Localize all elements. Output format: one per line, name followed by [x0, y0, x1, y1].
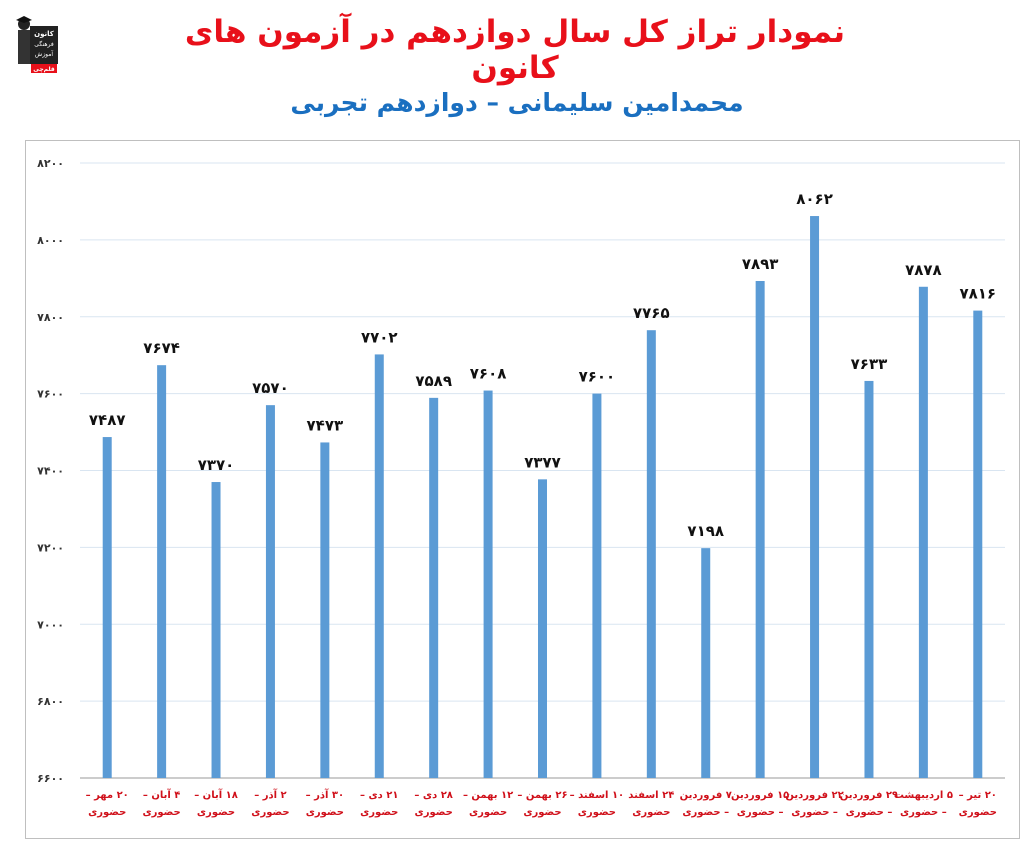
y-tick-label: ۷۶۰۰ [37, 388, 64, 401]
bar [918, 286, 928, 778]
x-tick-label: ۱۸ آبان – [194, 788, 238, 801]
data-label: ۷۵۸۹ [415, 372, 452, 390]
x-tick-label: ۳۰ آذر – [306, 788, 345, 801]
bar [755, 281, 765, 778]
x-tick-label: حضوری [306, 807, 344, 818]
data-label: ۷۴۷۳ [307, 416, 344, 434]
bar [265, 405, 275, 778]
x-tick-label: – حضوری [682, 807, 729, 818]
data-label: ۷۶۳۳ [851, 355, 888, 373]
bar [429, 397, 439, 778]
x-tick-label: حضوری [523, 807, 561, 818]
bar [646, 330, 656, 778]
x-tick-label: – حضوری [900, 807, 947, 818]
bar [538, 479, 547, 778]
y-tick-label: ۷۲۰۰ [37, 541, 64, 554]
y-tick-label: ۷۴۰۰ [37, 465, 64, 478]
x-tick-label: ۲۰ مهر – [86, 790, 129, 801]
x-tick-label: حضوری [959, 807, 997, 818]
data-label: ۷۱۹۸ [687, 522, 724, 540]
data-label: ۷۷۰۲ [361, 328, 398, 346]
x-tick-label: حضوری [88, 807, 126, 818]
bar [102, 437, 112, 778]
x-tick-label: حضوری [251, 807, 289, 818]
bar [211, 482, 221, 778]
x-tick-label: ۷ فروردین [680, 790, 732, 801]
svg-text:کانون: کانون [34, 30, 55, 38]
x-tick-label: ۴ آبان – [143, 788, 181, 801]
chart-title: نمودار تراز کل سال دوازدهم در آزمون های … [184, 14, 846, 86]
data-label: ۷۵۷۰ [252, 379, 289, 397]
x-tick-label: حضوری [469, 807, 507, 818]
bar [320, 442, 330, 778]
bar [157, 365, 167, 778]
x-tick-label: حضوری [578, 807, 616, 818]
data-label: ۷۷۶۵ [633, 304, 670, 322]
bar [973, 310, 983, 778]
data-label: ۷۴۸۷ [89, 411, 126, 429]
y-tick-label: ۷۰۰۰ [37, 618, 64, 631]
data-label: ۷۶۷۴ [143, 339, 180, 357]
data-label: ۷۸۷۸ [905, 261, 942, 279]
data-label: ۷۳۷۷ [524, 453, 561, 471]
bar [701, 548, 711, 778]
data-label: ۷۳۷۰ [198, 456, 235, 474]
y-tick-label: ۷۸۰۰ [37, 311, 64, 324]
bar [483, 390, 493, 778]
kanoon-logo-icon: کانون فرهنگی آموزش قلم‌چی [14, 14, 60, 74]
y-tick-label: ۶۶۰۰ [37, 772, 64, 785]
svg-text:آموزش: آموزش [35, 49, 54, 58]
svg-text:قلم‌چی: قلم‌چی [33, 66, 55, 73]
x-tick-label: حضوری [142, 807, 180, 818]
data-label: ۷۶۰۸ [470, 365, 507, 383]
data-label: ۷۸۱۶ [959, 285, 996, 303]
chart-subtitle: محمدامین سلیمانی – دوازدهم تجربی [290, 88, 744, 117]
x-tick-label: ۲۱ دی – [360, 790, 398, 801]
chart-frame [25, 140, 1020, 839]
bar [374, 354, 384, 778]
data-label: ۸۰۶۲ [796, 190, 833, 208]
bar [810, 216, 820, 778]
x-tick-label: ۲۶ بهمن – [517, 790, 567, 801]
x-tick-label: حضوری [632, 807, 670, 818]
x-tick-label: حضوری [197, 807, 235, 818]
bar [864, 380, 874, 778]
x-tick-label: ۱۰ اسفند – [570, 790, 625, 801]
data-label: ۷۶۰۰ [579, 368, 616, 386]
x-tick-label: ۲۴ اسفند [628, 790, 674, 801]
x-tick-label: ۵ اردیبهشت [894, 790, 953, 801]
x-tick-label: – حضوری [846, 807, 893, 818]
x-tick-label: ۲۰ تیر – [959, 790, 997, 801]
data-label: ۷۸۹۳ [742, 255, 779, 273]
x-tick-label: حضوری [360, 807, 398, 818]
y-tick-label: ۸۰۰۰ [37, 234, 64, 247]
y-tick-label: ۸۲۰۰ [37, 157, 64, 170]
svg-text:فرهنگی: فرهنگی [34, 40, 54, 48]
y-tick-label: ۶۸۰۰ [37, 695, 64, 708]
x-tick-label: ۲۹ فروردین [840, 790, 898, 801]
x-tick-label: ۲۸ دی – [414, 790, 452, 801]
x-tick-label: ۲ آذر – [254, 788, 286, 801]
x-tick-label: حضوری [415, 807, 453, 818]
x-tick-label: ۱۲ بهمن – [463, 790, 513, 801]
x-tick-label: ۲۲ فروردین [785, 790, 843, 801]
x-tick-label: – حضوری [791, 807, 838, 818]
x-tick-label: ۱۵ فروردین [731, 790, 789, 801]
bar [592, 393, 602, 778]
x-tick-label: – حضوری [737, 807, 784, 818]
